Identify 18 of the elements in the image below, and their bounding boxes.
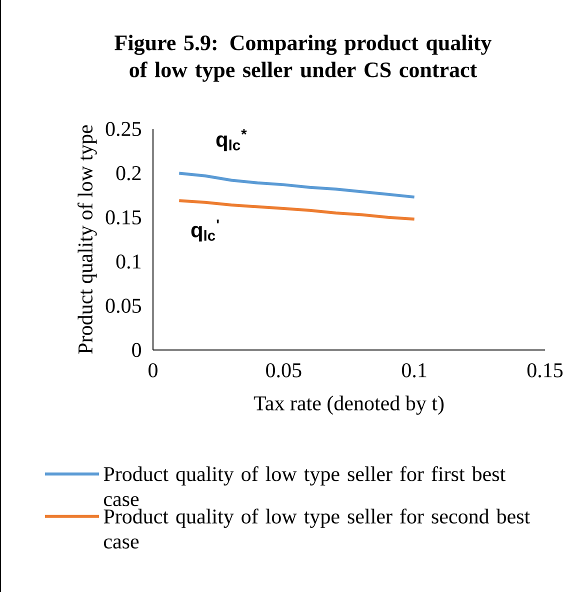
y-tick-label: 0.2 [116,166,141,180]
legend-label: Product quality of low type seller for second best case [104,508,530,549]
chart-title: Figure 5.9: Comparing product quality of low type seller under CS contract [114,34,492,82]
y-tick-label: 0 [132,342,142,358]
y-tick-label: 0.25 [106,122,141,136]
y-axis-title: Product quality of low type [78,125,97,354]
x-tick-label: 0.15 [527,363,563,378]
y-tick-label: 0.05 [106,298,141,313]
x-axis-title: Tax rate (denoted by t) [254,396,444,415]
legend-label: Product quality of low type seller for first best case [104,466,506,506]
x-tick-label: 0 [148,363,158,378]
x-tick-label: 0.1 [402,363,426,378]
annotation: q$_{lc}$* [216,129,247,152]
y-tick-label: 0.15 [106,210,141,225]
y-tick-label: 0.1 [116,254,141,269]
annotation: q$_{lc}$' [191,220,219,242]
line-series [178,199,416,221]
x-tick-label: 0.05 [266,363,302,378]
